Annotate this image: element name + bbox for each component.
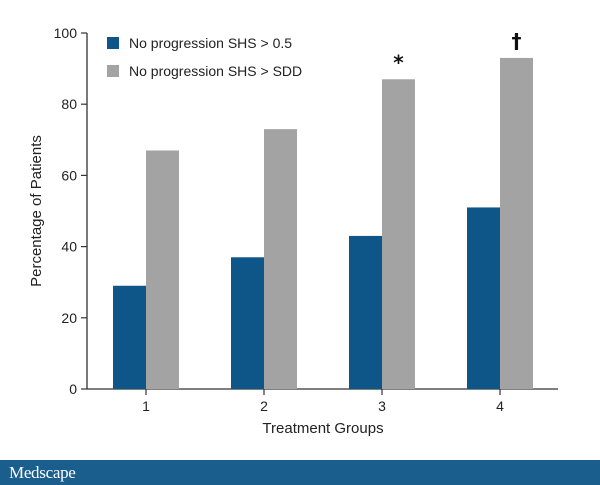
- x-tick-label: 4: [496, 398, 504, 414]
- y-axis-title: Percentage of Patients: [28, 135, 45, 287]
- bar: [349, 235, 382, 389]
- legend-label: No progression SHS > SDD: [129, 63, 302, 79]
- x-tick-label: 2: [260, 398, 268, 414]
- bar: [264, 129, 297, 389]
- bar: [467, 207, 500, 389]
- y-tick-label: 0: [69, 381, 77, 397]
- footer-bar: Medscape: [0, 460, 600, 485]
- legend-swatch: [107, 65, 119, 77]
- x-tick-label: 3: [378, 398, 386, 414]
- y-tick-label: 60: [61, 167, 77, 183]
- legend: No progression SHS > 0.5 No progression S…: [107, 35, 302, 79]
- x-axis-title: Treatment Groups: [262, 420, 383, 437]
- medscape-logo: Medscape: [9, 463, 76, 482]
- legend-swatch: [107, 37, 119, 49]
- y-tick-label: 100: [54, 25, 78, 41]
- bar: [231, 257, 264, 389]
- y-tick-label: 80: [61, 96, 77, 112]
- significance-marker: †: [512, 29, 522, 53]
- bars: *†: [113, 29, 533, 390]
- bar: [146, 150, 179, 389]
- bar: [382, 79, 415, 389]
- bar: [500, 57, 533, 390]
- y-tick-label: 40: [61, 239, 77, 255]
- x-tick-label: 1: [142, 398, 150, 414]
- bar: [113, 285, 146, 389]
- legend-label: No progression SHS > 0.5: [129, 35, 292, 51]
- y-tick-label: 20: [61, 310, 77, 326]
- significance-marker: *: [393, 50, 404, 74]
